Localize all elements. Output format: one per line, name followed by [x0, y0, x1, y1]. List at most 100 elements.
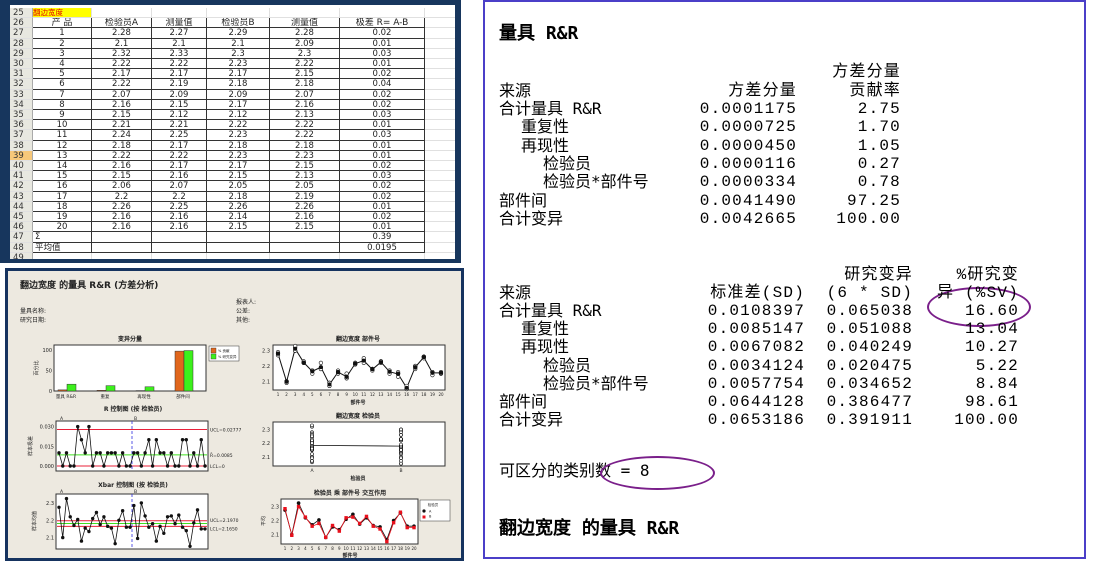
sheet-cell[interactable]: 2.3 [270, 48, 340, 59]
sheet-cell[interactable]: 10 [33, 120, 92, 131]
sheet-cell[interactable] [425, 110, 455, 121]
row-header[interactable]: 28 [10, 38, 33, 49]
sheet-cell[interactable]: 2.19 [152, 79, 207, 90]
sheet-cell[interactable]: 2.13 [270, 110, 340, 121]
sheet-cell[interactable]: 测量值 [270, 18, 340, 29]
sheet-cell[interactable]: 0.01 [340, 38, 425, 49]
sheet-cell[interactable] [92, 242, 152, 253]
sheet-cell[interactable]: 2.09 [270, 38, 340, 49]
sheet-cell[interactable]: 2.23 [270, 150, 340, 161]
row-header[interactable]: 26 [10, 18, 33, 29]
sheet-cell[interactable]: 3 [33, 48, 92, 59]
sheet-cell[interactable]: 2.18 [207, 191, 270, 202]
sheet-cell[interactable]: 17 [33, 191, 92, 202]
sheet-cell[interactable] [152, 8, 207, 19]
row-header[interactable]: 37 [10, 130, 33, 141]
sheet-cell[interactable]: 2.07 [92, 89, 152, 100]
row-header[interactable]: 31 [10, 69, 33, 80]
sheet-cell[interactable]: 2.26 [270, 201, 340, 212]
row-header[interactable]: 43 [10, 191, 33, 202]
sheet-cell[interactable]: 2.16 [92, 212, 152, 223]
sheet-cell[interactable]: 4 [33, 59, 92, 70]
sheet-cell[interactable]: 2.22 [270, 130, 340, 141]
sheet-cell[interactable]: 2.15 [92, 110, 152, 121]
sheet-cell[interactable]: 0.03 [340, 171, 425, 182]
sheet-cell[interactable]: 2.25 [152, 130, 207, 141]
sheet-cell[interactable]: 0.02 [340, 69, 425, 80]
sheet-cell[interactable]: 2.17 [207, 99, 270, 110]
sheet-cell[interactable]: 2.22 [92, 59, 152, 70]
row-header[interactable]: 47 [10, 232, 33, 243]
sheet-cell[interactable]: 9 [33, 110, 92, 121]
sheet-cell[interactable]: 2.24 [92, 130, 152, 141]
sheet-cell[interactable]: 2.16 [92, 222, 152, 233]
sheet-cell[interactable] [425, 161, 455, 172]
sheet-cell[interactable]: 14 [33, 161, 92, 172]
sheet-cell[interactable]: 2.18 [270, 140, 340, 151]
sheet-cell[interactable] [425, 192, 455, 202]
sheet-cell[interactable]: 0.01 [340, 59, 425, 70]
sheet-cell[interactable]: Σ [33, 232, 92, 243]
sheet-cell[interactable]: 16 [33, 181, 92, 192]
sheet-cell[interactable]: 8 [33, 99, 92, 110]
row-header[interactable]: 45 [10, 212, 33, 223]
sheet-cell[interactable] [92, 8, 152, 19]
sheet-cell[interactable] [425, 18, 455, 29]
sheet-cell[interactable] [33, 252, 92, 259]
sheet-cell[interactable]: 0.0195 [340, 242, 425, 253]
sheet-cell[interactable]: 2.2 [92, 191, 152, 202]
row-header[interactable]: 30 [10, 59, 33, 70]
sheet-cell[interactable] [425, 130, 455, 141]
sheet-cell[interactable]: 2.18 [207, 140, 270, 151]
sheet-cell[interactable]: 2.15 [92, 171, 152, 182]
sheet-cell[interactable]: 2.16 [270, 212, 340, 223]
row-header[interactable]: 49 [10, 252, 33, 259]
sheet-cell[interactable]: 2.1 [207, 38, 270, 49]
row-header[interactable]: 25 [10, 8, 33, 19]
sheet-cell[interactable] [425, 120, 455, 131]
sheet-cell[interactable]: 极差 R= A-B [340, 18, 425, 29]
row-header[interactable]: 39 [10, 150, 33, 161]
sheet-cell[interactable]: 2.12 [152, 110, 207, 121]
sheet-cell[interactable] [425, 8, 455, 19]
sheet-cell[interactable]: 检验员B [207, 18, 270, 29]
sheet-cell[interactable] [425, 69, 455, 80]
sheet-cell[interactable]: 12 [33, 140, 92, 151]
sheet-cell[interactable]: 2.15 [270, 222, 340, 233]
sheet-cell[interactable]: 2.26 [92, 201, 152, 212]
sheet-cell[interactable] [425, 49, 455, 59]
row-header[interactable]: 41 [10, 171, 33, 182]
sheet-cell[interactable]: 平均值 [33, 242, 92, 253]
row-header[interactable]: 38 [10, 140, 33, 151]
sheet-cell[interactable]: 20 [33, 222, 92, 233]
sheet-cell[interactable] [425, 90, 455, 100]
sheet-cell[interactable] [152, 232, 207, 243]
sheet-cell[interactable]: 2.17 [152, 69, 207, 80]
sheet-cell[interactable] [425, 181, 455, 192]
sheet-cell[interactable]: 0.02 [340, 191, 425, 202]
sheet-cell[interactable]: 5 [33, 69, 92, 80]
sheet-cell[interactable] [207, 8, 270, 19]
sheet-cell[interactable]: 2.21 [152, 120, 207, 131]
sheet-cell[interactable] [152, 242, 207, 253]
sheet-cell[interactable]: 2.13 [270, 171, 340, 182]
sheet-cell[interactable] [207, 252, 270, 259]
sheet-cell[interactable] [270, 242, 340, 253]
sheet-cell[interactable]: 2.09 [152, 89, 207, 100]
sheet-cell[interactable]: 2.16 [92, 99, 152, 110]
sheet-cell[interactable] [425, 151, 455, 161]
sheet-cell[interactable]: 2.28 [270, 28, 340, 39]
sheet-cell[interactable]: 2.15 [207, 171, 270, 182]
sheet-cell[interactable]: 19 [33, 212, 92, 223]
sheet-cell[interactable]: 0.03 [340, 110, 425, 121]
sheet-cell[interactable]: 2.25 [152, 201, 207, 212]
sheet-cell[interactable]: 2.05 [207, 181, 270, 192]
sheet-cell[interactable] [425, 141, 455, 151]
sheet-cell[interactable]: 2.16 [152, 171, 207, 182]
sheet-cell[interactable]: 0.03 [340, 130, 425, 141]
sheet-cell[interactable]: 2.22 [92, 79, 152, 90]
row-header[interactable]: 27 [10, 28, 33, 39]
sheet-cell[interactable] [425, 232, 455, 243]
sheet-cell[interactable]: 2.1 [92, 38, 152, 49]
sheet-cell[interactable] [425, 212, 455, 223]
